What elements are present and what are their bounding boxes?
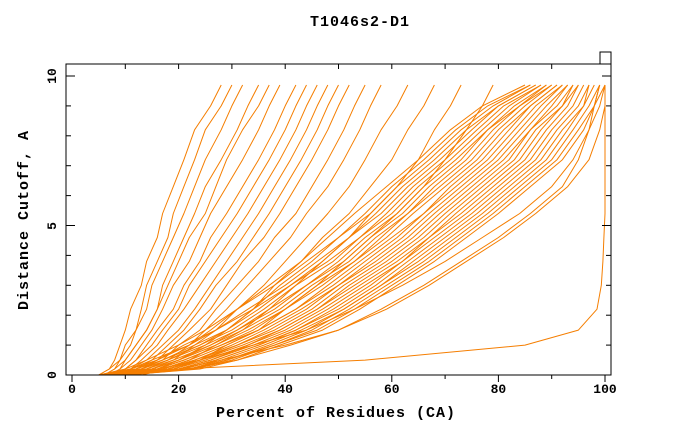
model-curve <box>98 84 531 376</box>
model-curve <box>98 84 526 376</box>
model-curve <box>109 84 281 376</box>
x-tick-label: 40 <box>277 382 293 397</box>
model-curve <box>125 84 606 376</box>
model-curve <box>109 84 260 376</box>
model-curve <box>103 84 542 376</box>
model-curve <box>98 85 606 376</box>
x-tick-label: 20 <box>170 382 187 397</box>
y-tick-label: 0 <box>45 371 60 379</box>
model-curve <box>114 84 601 376</box>
model-curve <box>114 84 569 376</box>
model-curve <box>114 84 297 376</box>
model-curve <box>114 84 569 376</box>
model-curve <box>125 84 382 376</box>
model-curve <box>109 84 563 376</box>
model-curve <box>114 84 318 376</box>
y-axis-label: Distance Cutoff, A <box>16 129 33 311</box>
model-curve <box>103 84 270 376</box>
x-tick-label: 100 <box>593 382 617 397</box>
model-curve <box>103 84 536 376</box>
corner-notch-box <box>599 51 612 65</box>
x-tick-label: 60 <box>383 382 400 397</box>
model-curve <box>109 84 547 376</box>
x-tick-label: 0 <box>68 382 76 397</box>
model-curve <box>109 84 606 376</box>
model-curve <box>114 84 574 376</box>
model-curve <box>109 84 558 376</box>
model-curve <box>109 84 307 376</box>
model-curve <box>119 85 606 376</box>
model-curve <box>114 84 579 376</box>
model-curve <box>103 84 542 376</box>
model-curve <box>119 84 350 376</box>
model-curve <box>125 84 601 376</box>
y-tick-label: 5 <box>45 221 60 230</box>
model-curve <box>114 84 329 376</box>
model-curve <box>114 84 563 376</box>
model-curve <box>98 84 244 376</box>
model-curve <box>103 84 233 376</box>
model-curve <box>103 84 552 376</box>
model-curve <box>103 84 531 376</box>
model-curve <box>125 84 590 376</box>
model-curve <box>98 84 536 376</box>
y-tick-label: 10 <box>45 68 60 84</box>
model-curve <box>125 84 601 376</box>
model-curve <box>103 84 547 376</box>
chart-title: T1046s2-D1 <box>309 14 410 31</box>
model-curve <box>119 84 590 376</box>
x-axis-label: Percent of Residues (CA) <box>215 405 457 422</box>
x-tick-label: 80 <box>490 382 507 397</box>
model-curve <box>98 84 222 376</box>
